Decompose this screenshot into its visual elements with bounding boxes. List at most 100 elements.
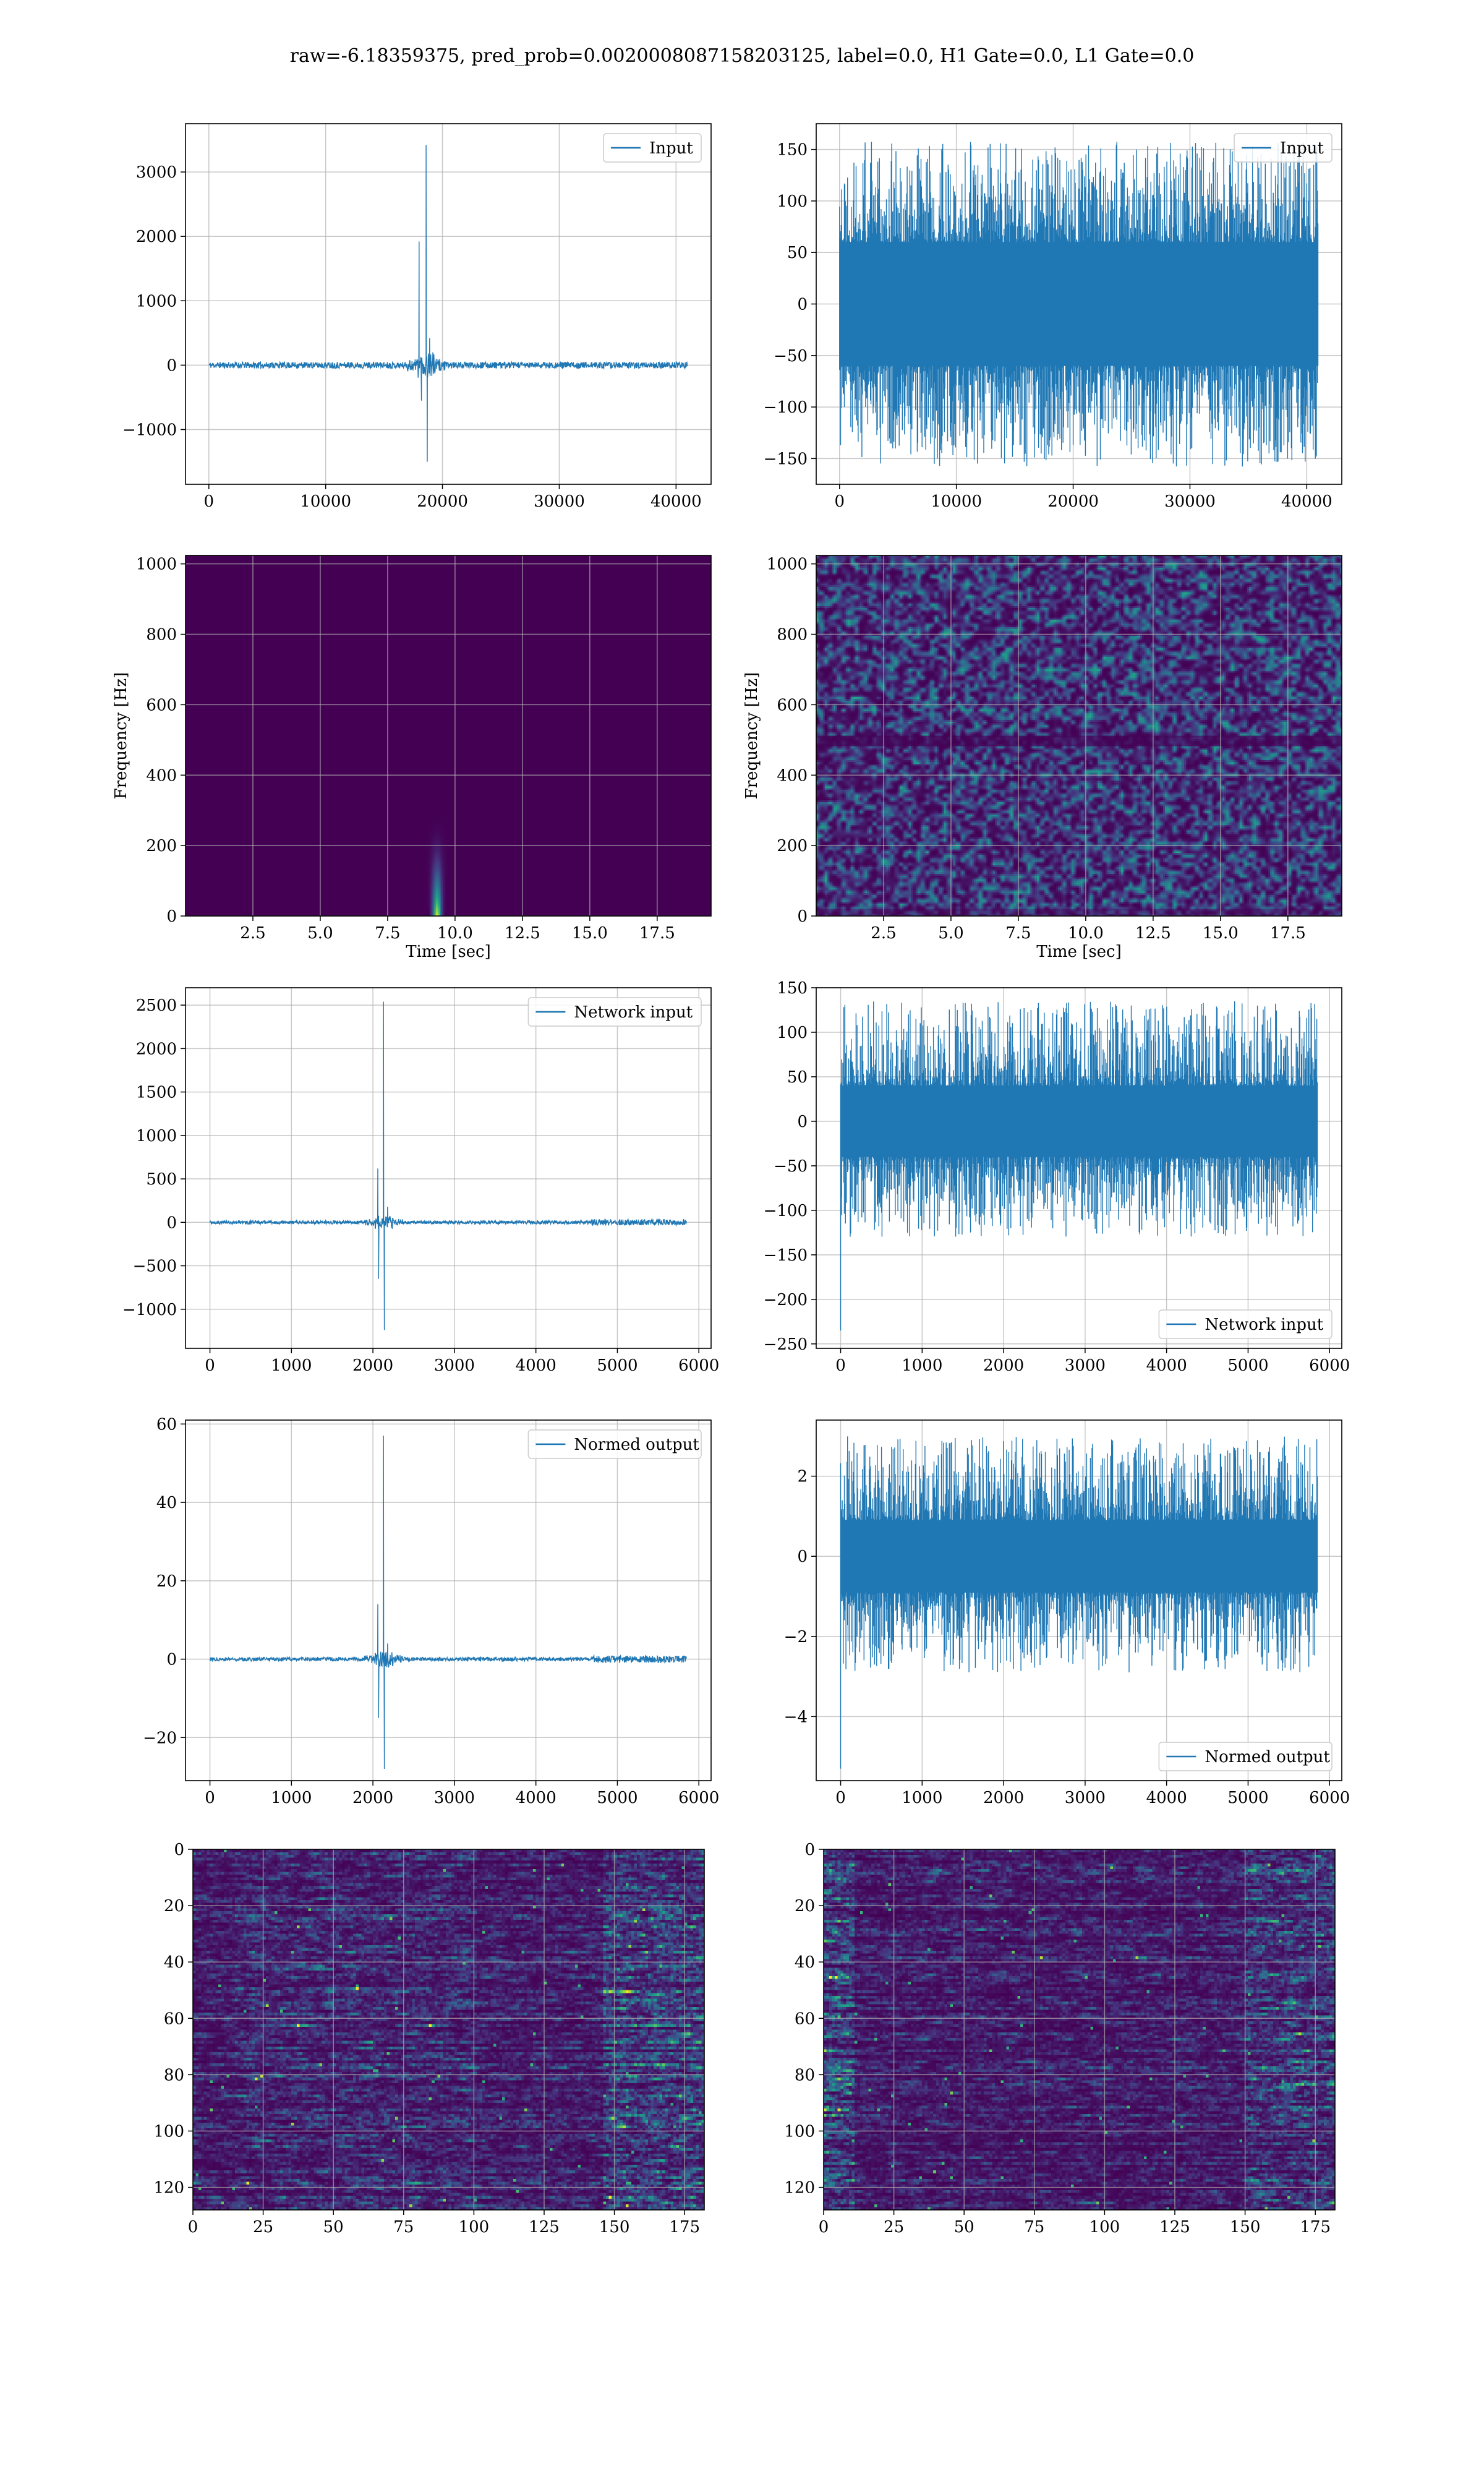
x-tick-label: 50: [954, 2218, 974, 2236]
x-tick-label: 0: [835, 1356, 846, 1375]
feature-heatmap-image: [824, 1849, 1335, 2210]
y-tick-label: −50: [774, 1157, 808, 1176]
x-tick-label: 7.5: [1005, 924, 1031, 943]
y-tick-label: 0: [797, 907, 808, 926]
chart-netin-h1: 0 1000 2000 3000 4000 5000 6000 −1000 −500 0 500 10…: [122, 987, 719, 1375]
y-tick-label: 1500: [136, 1084, 177, 1102]
x-tick-label: 0: [835, 1789, 846, 1807]
y-tick-label: 800: [146, 626, 177, 644]
axes-frame: [823, 1849, 1336, 2211]
tick-labels: 0 1000 2000 3000 4000 5000 6000 −20 0 20 40 60: [143, 1415, 719, 1807]
y-tick-label: 40: [164, 1953, 184, 1972]
x-tick-label: 0: [205, 1789, 215, 1807]
axes-frame: [816, 555, 1342, 917]
x-tick-label: 2000: [983, 1789, 1024, 1807]
x-tick-label: 10.0: [1068, 924, 1104, 943]
chart-normed-h1: 0 1000 2000 3000 4000 5000 6000 −20 0 20 40 60 Norme…: [143, 1415, 719, 1807]
x-tick-label: 175: [1300, 2218, 1331, 2236]
series-line: [840, 1001, 1318, 1331]
spectrogram-image: [186, 555, 711, 916]
x-tick-label: 150: [1230, 2218, 1261, 2236]
y-tick-label: 100: [784, 2122, 815, 2141]
y-tick-label: 1000: [136, 292, 177, 310]
legend-box: [1158, 1309, 1333, 1339]
y-tick-label: 1000: [136, 555, 177, 574]
axes-frame: [185, 555, 712, 917]
legend-label: Normed output: [1205, 1748, 1330, 1766]
x-tick-label: 1000: [902, 1789, 942, 1807]
series-line: [208, 145, 688, 462]
x-tick-label: 5000: [597, 1356, 638, 1375]
legend: Network input: [1158, 1309, 1333, 1339]
x-tick-label: 4000: [1146, 1789, 1187, 1807]
y-tick-label: 200: [146, 837, 177, 855]
x-tick-label: 2.5: [871, 924, 896, 943]
x-tick-label: 5.0: [938, 924, 963, 943]
x-tick-label: 5.0: [307, 924, 333, 943]
legend-label: Input: [1280, 139, 1324, 158]
legend-box: [527, 997, 702, 1027]
axes-frame: [192, 1849, 705, 2211]
x-tick-label: 1000: [902, 1356, 942, 1375]
y-tick-label: 150: [777, 979, 808, 998]
grid-lines: [193, 1849, 704, 2210]
y-tick-label: 60: [164, 2010, 184, 2028]
y-tick-label: −20: [143, 1729, 177, 1747]
x-tick-label: 0: [835, 492, 845, 511]
legend-label: Input: [649, 139, 693, 158]
legend-box: [527, 1429, 702, 1459]
y-tick-label: 500: [146, 1170, 177, 1189]
y-tick-label: −150: [764, 450, 808, 468]
y-tick-label: 400: [777, 766, 808, 785]
y-tick-label: 1000: [767, 555, 808, 574]
y-tick-label: 600: [146, 696, 177, 714]
legend: Network input: [527, 997, 702, 1027]
x-tick-label: 5000: [1227, 1789, 1268, 1807]
x-tick-label: 25: [253, 2218, 273, 2236]
x-tick-label: 2000: [352, 1356, 393, 1375]
y-tick-label: 2: [797, 1468, 808, 1486]
x-tick-label: 12.5: [1135, 924, 1171, 943]
x-tick-label: 175: [669, 2218, 700, 2236]
x-tick-label: 2.5: [240, 924, 265, 943]
x-tick-label: 17.5: [1270, 924, 1306, 943]
spectrogram-image: [816, 555, 1342, 916]
x-tick-label: 25: [884, 2218, 904, 2236]
y-tick-label: −150: [764, 1246, 808, 1265]
feature-heatmap-image: [193, 1849, 704, 2210]
series-line: [209, 1436, 687, 1770]
tick-labels: 0 10000 20000 30000 40000 −150 −100 −50 0 50 100 15…: [764, 141, 1333, 511]
chart-normed-l1: 0 1000 2000 3000 4000 5000 6000 −4 −2 0 2 Normed ou…: [784, 1419, 1350, 1807]
x-tick-label: 40000: [1281, 492, 1333, 511]
y-tick-label: 0: [804, 1841, 815, 1859]
y-tick-label: 120: [153, 2179, 184, 2198]
y-tick-label: 60: [795, 2010, 815, 2028]
tick-labels: 0 10000 20000 30000 40000 −1000 0 1000 2000 3000: [122, 163, 702, 511]
y-tick-label: −2: [784, 1628, 808, 1646]
tick-labels: 0 1000 2000 3000 4000 5000 6000 −1000 −500 0 500 10…: [122, 996, 719, 1375]
x-tick-label: 2000: [983, 1356, 1024, 1375]
x-tick-label: 4000: [516, 1789, 556, 1807]
chart-spec-l1: 2.5 5.0 7.5 10.0 12.5 15.0 17.5 0 200 400 600 800 10…: [743, 555, 1342, 961]
x-tick-label: 20000: [417, 492, 468, 511]
x-tick-label: 7.5: [375, 924, 400, 943]
axes-frame: [816, 987, 1342, 1349]
x-tick-label: 125: [529, 2218, 560, 2236]
y-tick-label: 1000: [136, 1127, 177, 1145]
x-tick-label: 10000: [300, 492, 351, 511]
tick-labels: 0 25 50 75 100 125 150 175 0 20 40 60 80 100 120: [784, 1841, 1331, 2236]
y-tick-label: −4: [784, 1708, 808, 1726]
grid-lines: [824, 1849, 1335, 2210]
y-tick-label: 60: [156, 1415, 177, 1434]
x-tick-label: 6000: [1309, 1356, 1350, 1375]
axes-frame: [816, 1419, 1342, 1781]
y-tick-label: 3000: [136, 163, 177, 182]
x-tick-label: 150: [599, 2218, 630, 2236]
x-tick-label: 0: [819, 2218, 829, 2236]
x-axis-label: Time [sec]: [1036, 943, 1122, 961]
y-tick-label: 20: [156, 1572, 177, 1591]
x-tick-label: 6000: [678, 1356, 719, 1375]
chart-spec-h1: 2.5 5.0 7.5 10.0 12.5 15.0 17.5 0 200 400 600 800 10…: [112, 555, 712, 961]
x-tick-label: 5000: [597, 1789, 638, 1807]
x-tick-label: 0: [188, 2218, 198, 2236]
